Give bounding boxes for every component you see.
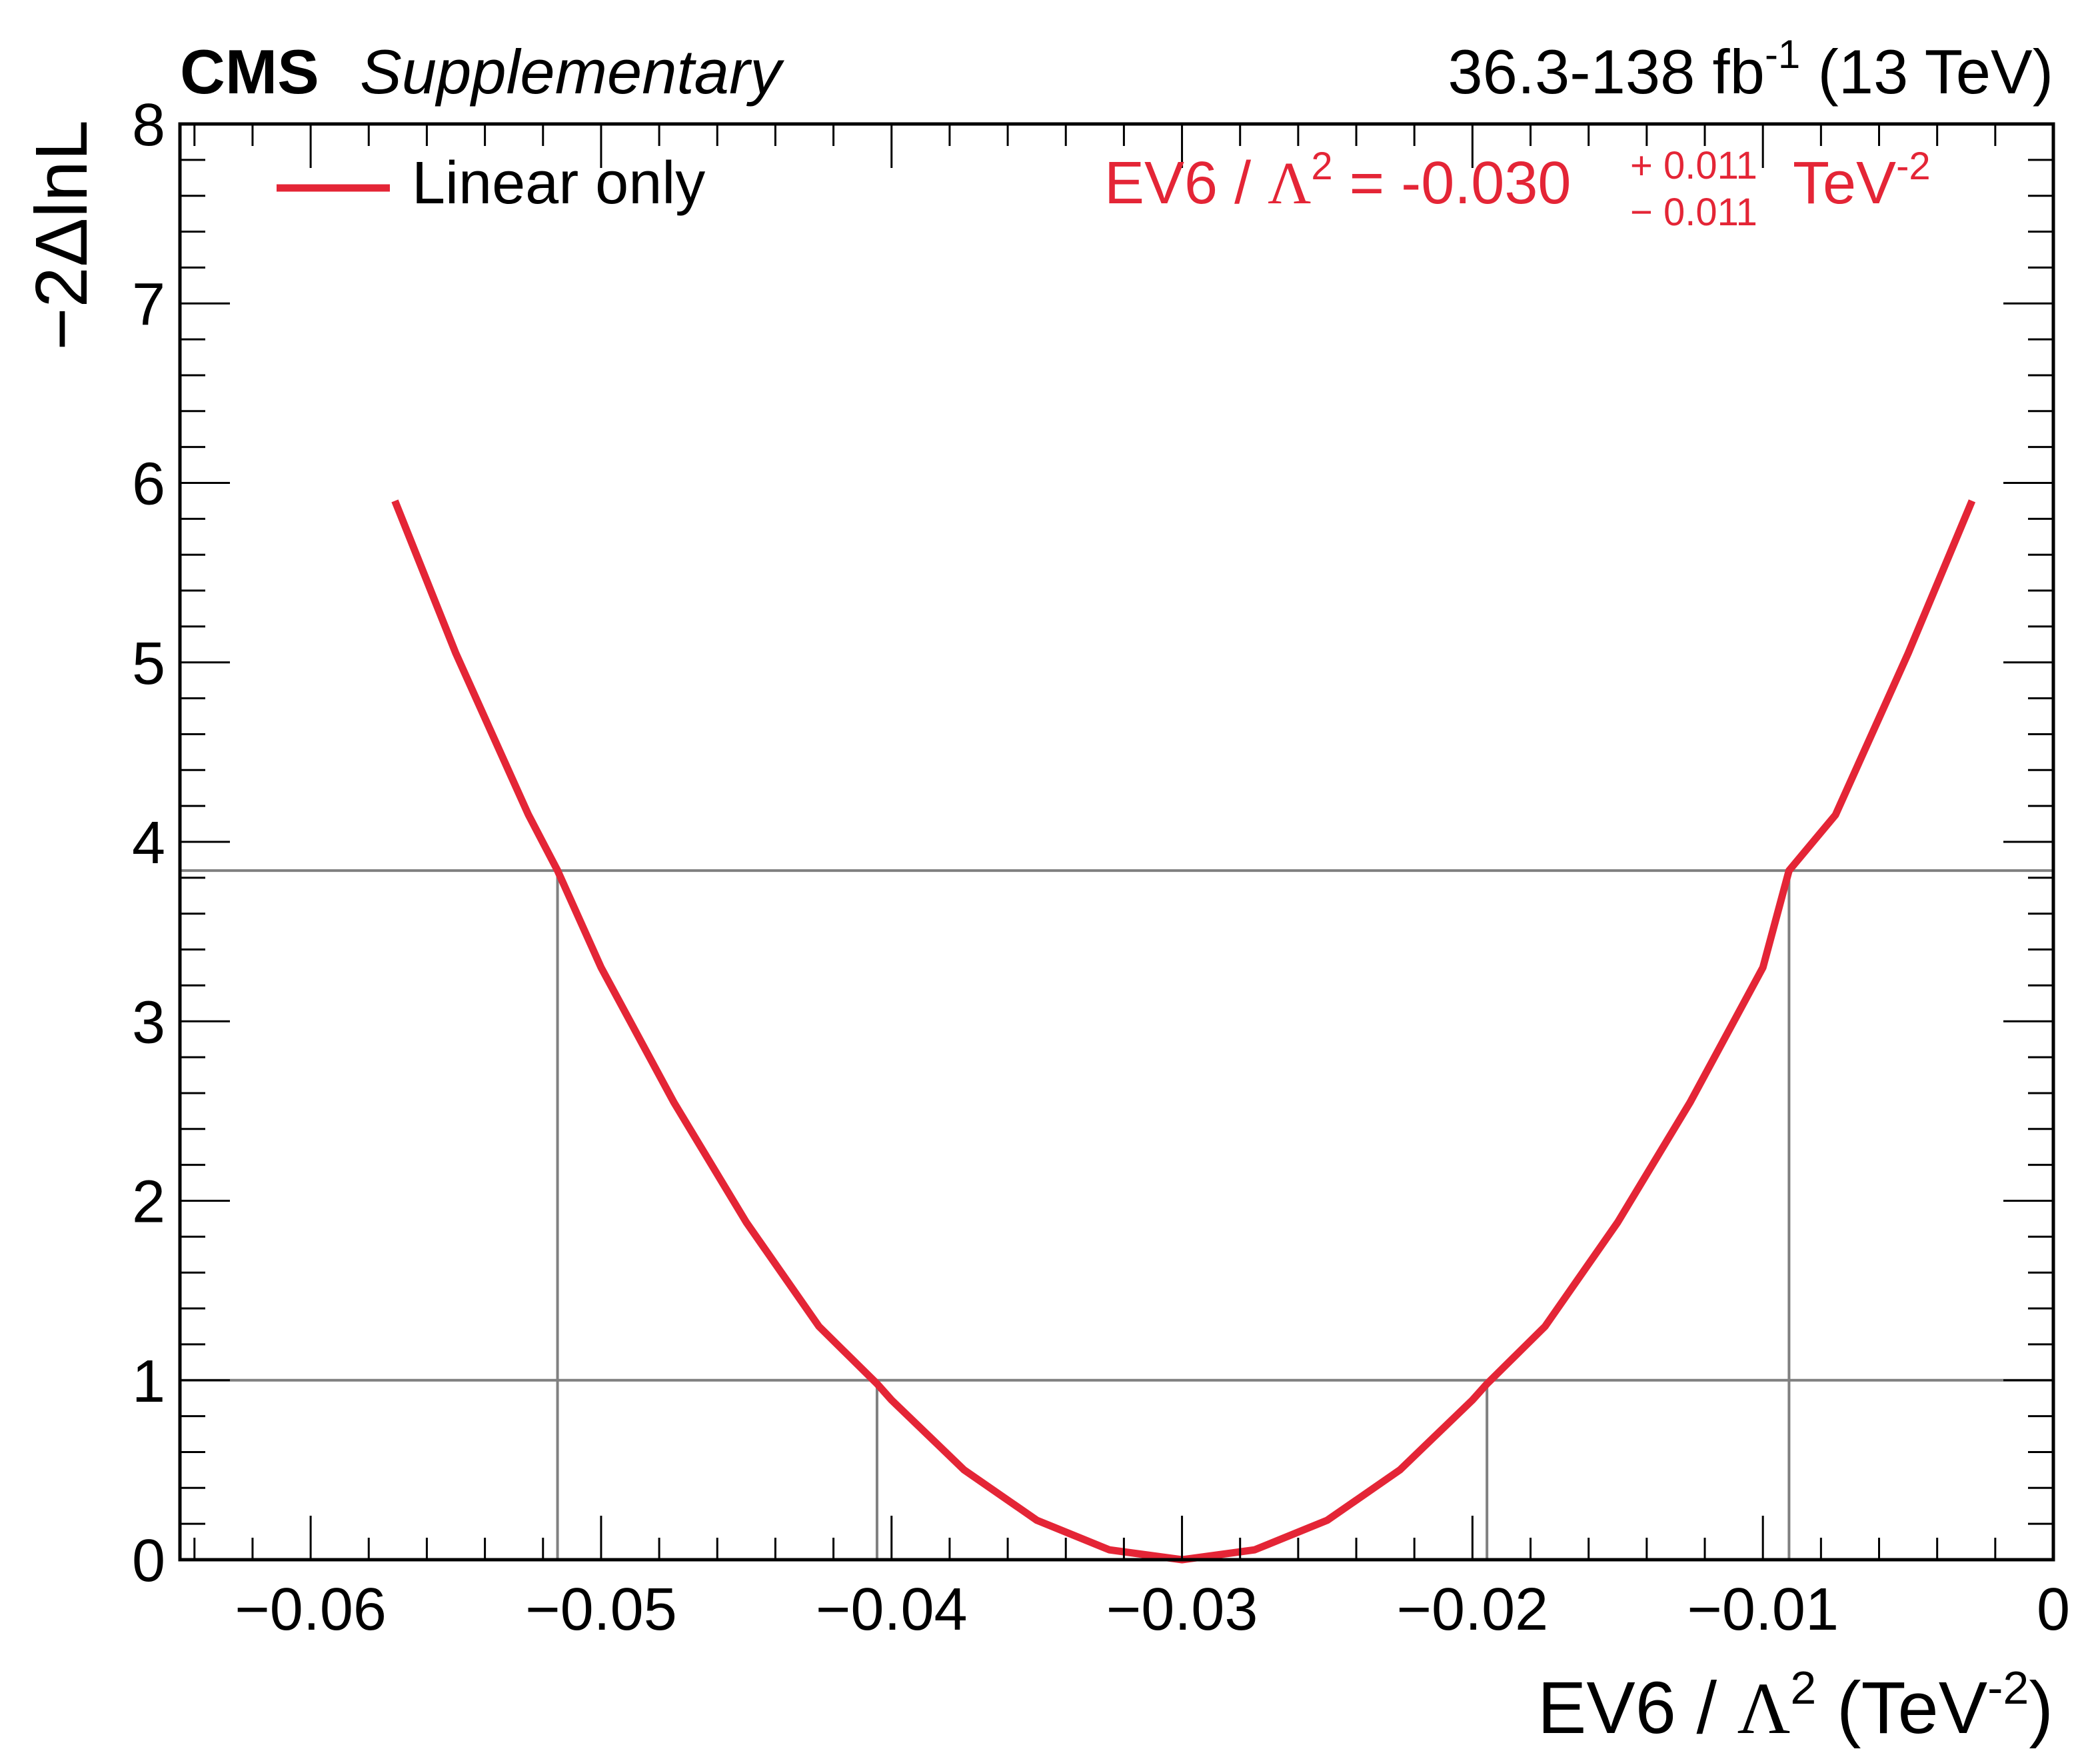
fit-result-unit-exp: -2 [1896, 145, 1931, 188]
energy-label: (13 TeV) [1817, 37, 2053, 107]
x-tick-label: −0.06 [235, 1576, 387, 1643]
y-axis-title: −2ΔlnL [21, 120, 103, 351]
tick-labels: −0.06 −0.05 −0.04 −0.03 −0.02 −0.01 0 0 1 2 3 4 5 6 7 8 [132, 92, 2070, 1643]
axis-ticks [180, 123, 2055, 1561]
x-tick-label: −0.03 [1106, 1576, 1258, 1643]
y-tick-label: 5 [132, 631, 165, 697]
legend-label: Linear only [412, 150, 705, 217]
x-tick-label: −0.04 [816, 1576, 968, 1643]
experiment-label: CMS [180, 37, 319, 107]
likelihood-curve-layer [391, 499, 1976, 1564]
lumi-label: 36.3-138 fb-1 (13 TeV) [1448, 32, 2053, 107]
y-tick-label: 8 [132, 92, 165, 159]
x-tick-label: −0.01 [1687, 1576, 1839, 1643]
qualifier-label: Supplementary [360, 37, 784, 107]
fit-result-unit: TeV-2 [1793, 145, 1931, 217]
fit-result-err-down: − 0.011 [1630, 191, 1757, 234]
fit-result-lambda: Λ [1268, 151, 1311, 217]
fit-result-value: = -0.030 [1333, 150, 1572, 217]
y-tick-label: 6 [132, 451, 165, 518]
x-tick-label: −0.05 [525, 1576, 677, 1643]
fit-result-param: EV6 / [1104, 150, 1268, 217]
y-tick-label: 7 [132, 271, 165, 338]
x-axis-title: EV6 / Λ2 (TeV-2) [1538, 1662, 2053, 1749]
y-tick-label: 4 [132, 810, 165, 877]
y-tick-label: 2 [132, 1169, 165, 1236]
fit-result-lambda-exp: 2 [1311, 145, 1332, 188]
y-tick-label: 0 [132, 1528, 165, 1594]
series-line-0 [391, 499, 1976, 1564]
lumi-exponent: -1 [1765, 32, 1800, 77]
x-tick-label: −0.02 [1397, 1576, 1549, 1643]
lumi-prefix: 36.3-138 fb [1448, 37, 1765, 107]
x-tick-label: 0 [2037, 1576, 2070, 1643]
fit-result-err-up: + 0.011 [1630, 144, 1757, 187]
y-tick-label: 3 [132, 989, 165, 1056]
fit-result-unit-base: TeV [1793, 150, 1896, 217]
threshold-lines [180, 869, 2053, 1560]
fit-result-main: EV6 / Λ2 = -0.030 [1104, 145, 1571, 217]
y-tick-label: 1 [132, 1348, 165, 1415]
plot-frame [178, 122, 2055, 1562]
